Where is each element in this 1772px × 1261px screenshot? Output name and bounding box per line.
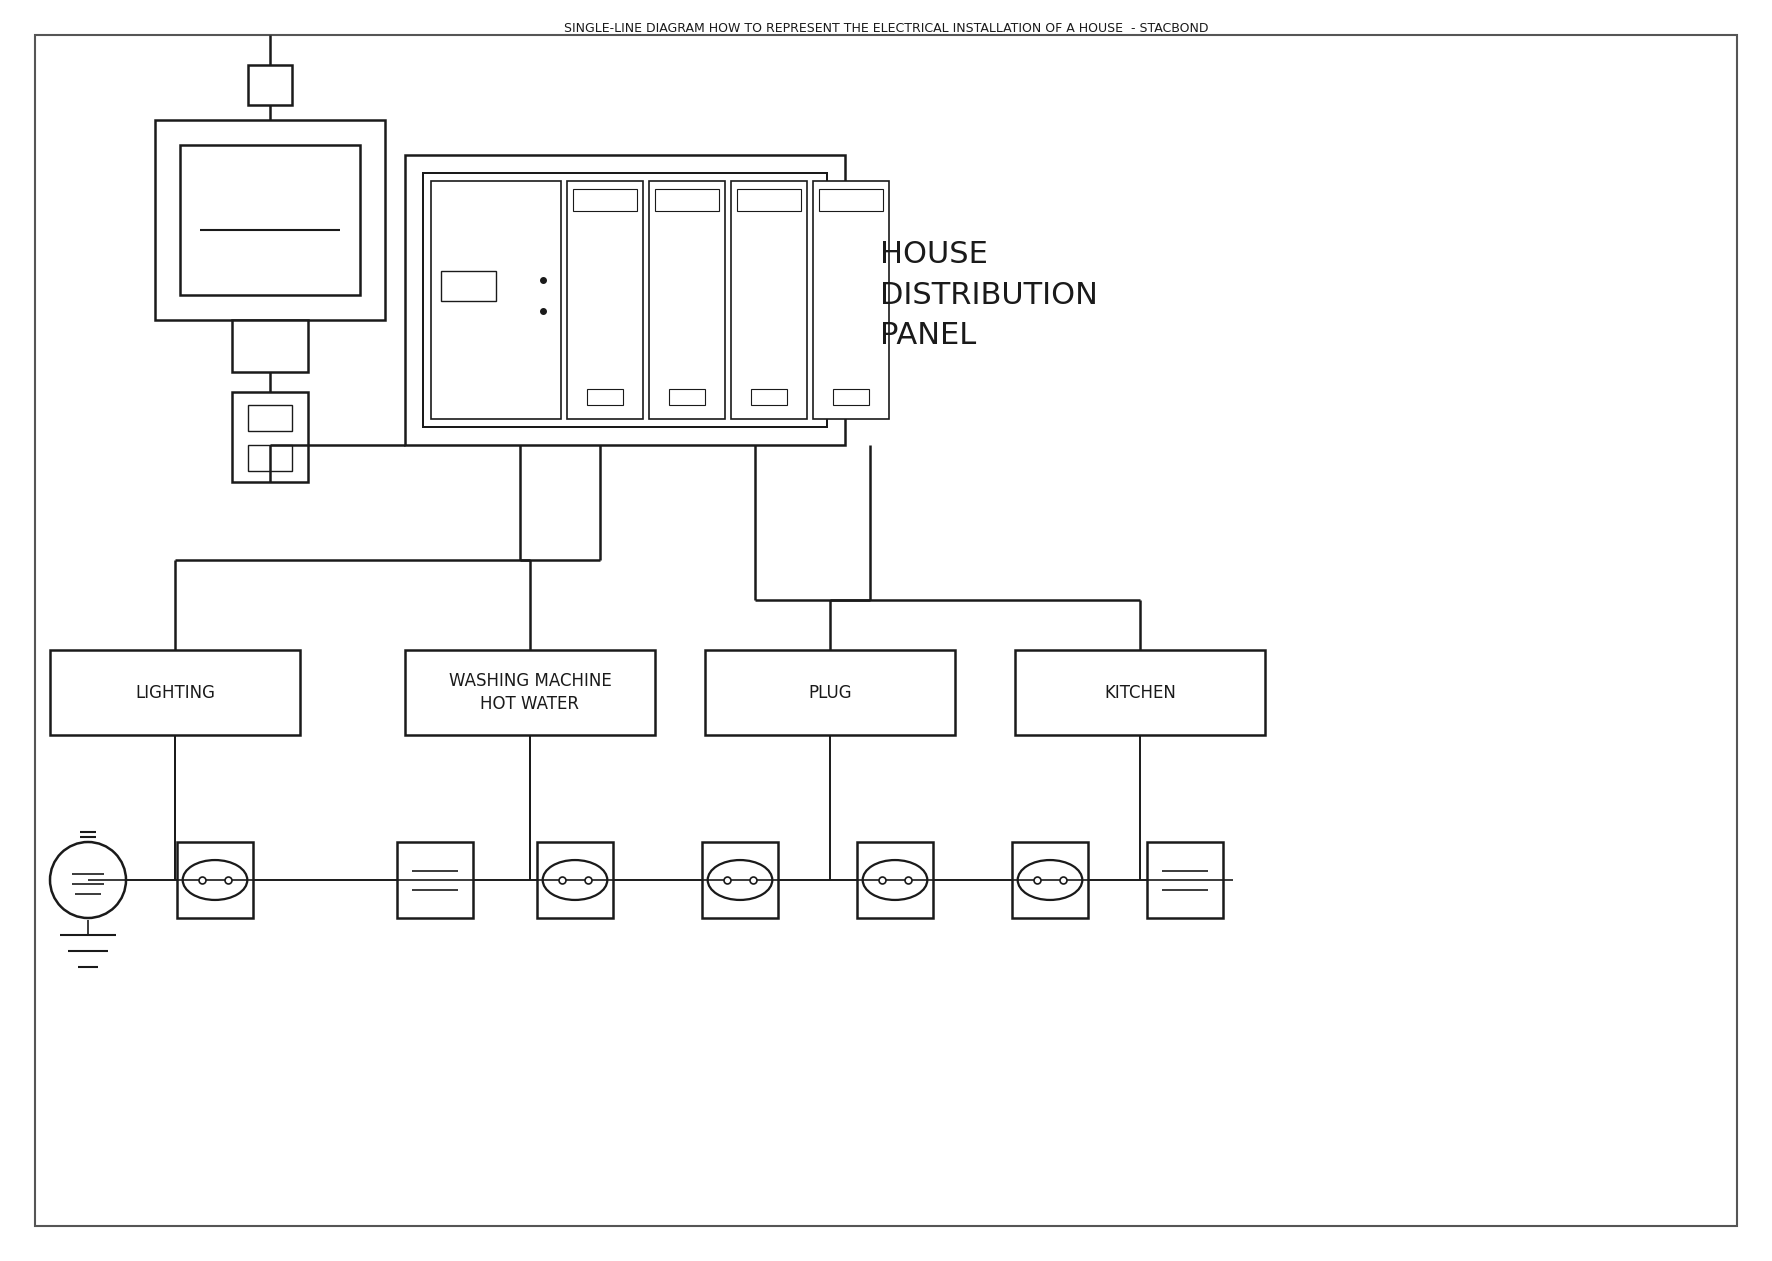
Bar xyxy=(177,842,253,918)
Bar xyxy=(567,182,643,419)
Bar xyxy=(424,173,828,427)
Bar xyxy=(248,66,292,105)
Bar xyxy=(441,271,496,301)
Text: SINGLE-LINE DIAGRAM HOW TO REPRESENT THE ELECTRICAL INSTALLATION OF A HOUSE  - S: SINGLE-LINE DIAGRAM HOW TO REPRESENT THE… xyxy=(563,21,1209,35)
Bar xyxy=(858,842,934,918)
Bar xyxy=(572,189,636,211)
Text: WASHING MACHINE
HOT WATER: WASHING MACHINE HOT WATER xyxy=(448,672,611,712)
Bar xyxy=(587,388,624,405)
Text: HOUSE
DISTRIBUTION
PANEL: HOUSE DISTRIBUTION PANEL xyxy=(881,240,1099,351)
Bar xyxy=(248,405,292,431)
Bar xyxy=(751,388,787,405)
Bar xyxy=(1146,842,1223,918)
Bar xyxy=(50,649,299,735)
Bar xyxy=(732,182,806,419)
Bar xyxy=(833,388,868,405)
Text: LIGHTING: LIGHTING xyxy=(135,683,214,701)
Bar xyxy=(819,189,882,211)
Bar xyxy=(181,145,360,295)
Bar xyxy=(406,649,656,735)
Bar xyxy=(737,189,801,211)
Bar xyxy=(397,842,473,918)
Bar xyxy=(649,182,725,419)
Bar xyxy=(705,649,955,735)
Bar xyxy=(1015,649,1265,735)
Bar xyxy=(656,189,719,211)
Bar xyxy=(1012,842,1088,918)
Bar xyxy=(813,182,890,419)
Bar xyxy=(154,120,385,320)
Bar xyxy=(702,842,778,918)
Bar xyxy=(232,392,308,482)
Bar xyxy=(537,842,613,918)
Bar xyxy=(431,182,562,419)
Bar xyxy=(406,155,845,445)
Text: KITCHEN: KITCHEN xyxy=(1104,683,1177,701)
Text: PLUG: PLUG xyxy=(808,683,852,701)
Bar xyxy=(670,388,705,405)
Bar xyxy=(248,445,292,472)
Bar xyxy=(232,320,308,372)
